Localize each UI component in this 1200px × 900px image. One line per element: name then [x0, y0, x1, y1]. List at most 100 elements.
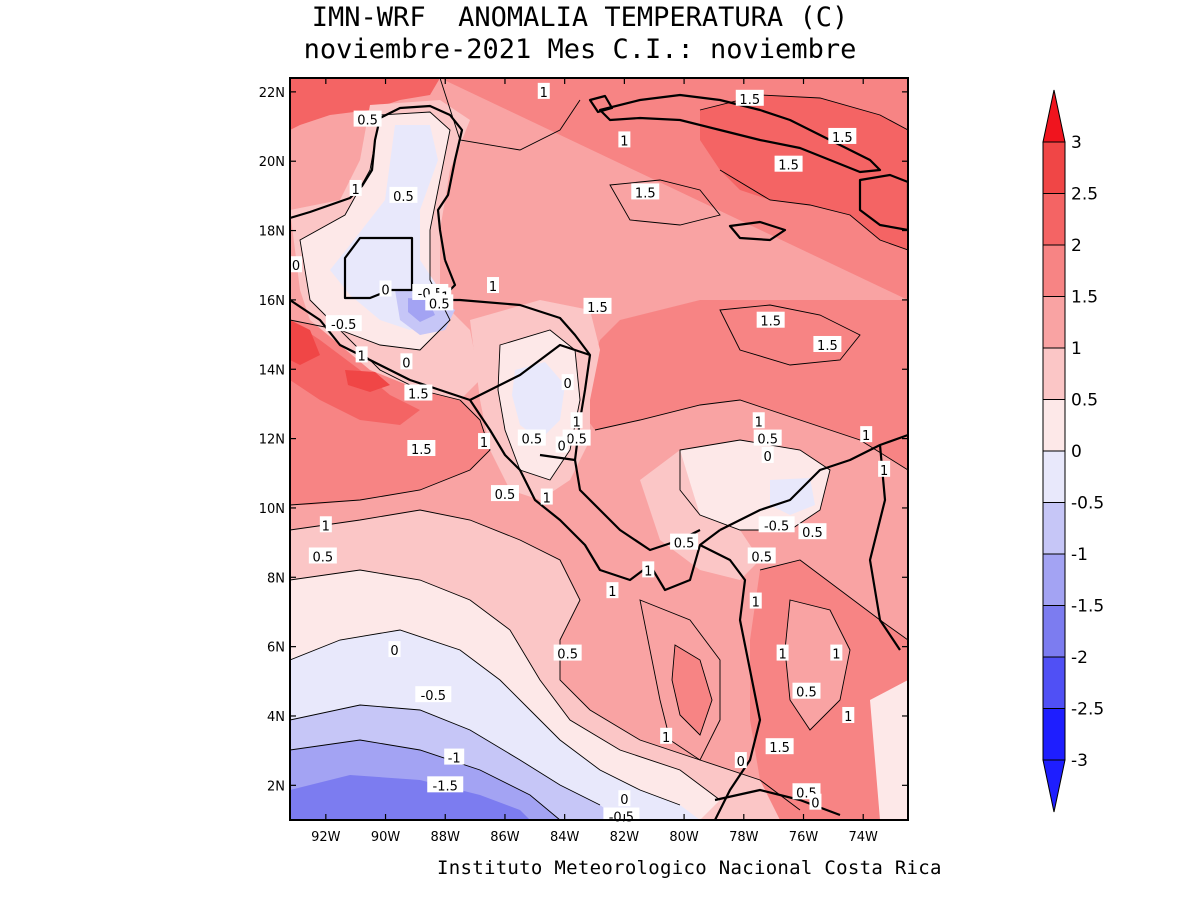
contour-label-bg: [606, 582, 619, 599]
colorbar-box: [1042, 193, 1066, 246]
lat-tick-label: 14N: [259, 363, 285, 378]
contour-label-bg: [388, 641, 401, 658]
lon-tick-label: 86W: [490, 830, 520, 845]
colorbar-box: [1042, 708, 1066, 761]
contour-label-bg: [878, 460, 891, 477]
contour-label: 1.5: [408, 388, 429, 403]
contour-label-bg: [734, 752, 747, 769]
contour-line: [290, 319, 461, 401]
band-0-0.5-east: [870, 680, 908, 820]
contour-label: 0: [402, 356, 410, 371]
contour-label: 1.5: [739, 93, 760, 108]
contour-line: [497, 329, 581, 481]
contour-line: [609, 179, 721, 226]
contour-label: 0: [737, 755, 745, 770]
colorbar-box: [1042, 347, 1066, 400]
lon-tick-label: 82W: [610, 830, 640, 845]
lon-tick-label: 84W: [550, 830, 580, 845]
colorbar-level-label: -1.5: [1071, 597, 1104, 617]
map-frame: [289, 77, 909, 821]
contour-label: 0.5: [393, 190, 414, 205]
contour-label: 1: [778, 648, 786, 663]
border-colombia-venezuela: [868, 444, 901, 651]
contour-label: 1: [352, 183, 360, 198]
coastlines-and-borders: [290, 93, 908, 820]
contour-label: 1: [480, 436, 488, 451]
contour-label: 1.5: [411, 443, 432, 458]
contour-line: [671, 644, 713, 736]
colorbar-box: [1042, 656, 1066, 709]
contour-label-bg: [735, 89, 764, 106]
map-subtitle: noviembre-2021 Mes C.I.: noviembre: [303, 34, 857, 65]
contour-label-bg: [860, 426, 873, 443]
contour-label-bg: [325, 315, 362, 332]
colorbar-level-label: -1: [1071, 545, 1088, 565]
contour-label-bg: [842, 706, 855, 723]
contour-label-bg: [642, 561, 655, 578]
lat-tick-label: 6N: [267, 641, 285, 656]
contour-label: 0.5: [521, 433, 542, 448]
colorbar-box: [1042, 605, 1066, 658]
contour-label: 1: [862, 429, 870, 444]
contour-label: 1: [644, 564, 652, 579]
contour-label-bg: [389, 186, 418, 203]
band-2-2.5-topleft: [290, 78, 440, 130]
contour-label: -1.5: [433, 779, 458, 794]
contour-line: [594, 399, 908, 471]
contour-label: 0: [764, 450, 772, 465]
contour-label-bg: [289, 256, 302, 273]
contour-label-bg: [555, 436, 568, 453]
contour-label-bg: [809, 793, 822, 810]
lat-tick-label: 12N: [259, 433, 285, 448]
contour-label: -0.5: [764, 519, 789, 534]
contour-label-bg: [319, 516, 332, 533]
contour-label: 0.5: [495, 488, 516, 503]
contour-label-bg: [487, 277, 500, 294]
lon-tick-label: 88W: [431, 830, 461, 845]
contour-label-bg: [765, 738, 794, 755]
contour-label-bg: [308, 547, 337, 564]
colorbar-box: [1042, 141, 1066, 194]
colorbar-level-label: -2.5: [1071, 700, 1104, 720]
coastline-isla-de-la-juventud: [588, 94, 614, 114]
contour-label: 1: [844, 710, 852, 725]
contour-label-bg: [670, 533, 699, 550]
contour-label: 0.5: [751, 550, 772, 565]
contour-label: 0: [620, 793, 628, 808]
contour-label: 1: [620, 134, 628, 149]
contour-label: 1: [752, 596, 760, 611]
contour-label-bg: [517, 429, 546, 446]
contour-label: 1.5: [635, 186, 656, 201]
colorbar-level-label: 1.5: [1071, 288, 1098, 308]
contour-label: 0: [558, 440, 566, 455]
latitude-axis: 2N 4N 6N 8N 10N 12N 14N 16N 18N 20N 22N: [259, 86, 908, 794]
contour-label: 0: [564, 377, 572, 392]
contour-label: 0.5: [429, 297, 450, 312]
contour-label: 1: [489, 280, 497, 295]
contour-label: 0: [381, 284, 389, 299]
contour-label-bg: [537, 82, 550, 99]
colorbar-level-label: -2: [1071, 648, 1088, 668]
contour-label: 1: [662, 731, 670, 746]
contour-label-bg: [353, 110, 382, 127]
contour-line: [290, 509, 801, 811]
colorbar-level-label: 0: [1071, 442, 1082, 462]
colorbar-box: [1042, 399, 1066, 452]
colorbar-level-label: 0.5: [1071, 391, 1098, 411]
contour-label-bg: [427, 776, 464, 793]
lat-tick-label: 16N: [259, 294, 285, 309]
contour-label-bg: [631, 183, 660, 200]
contour-label: 0.5: [566, 433, 587, 448]
contour-label-bg: [540, 488, 553, 505]
border-honduras-nicaragua: [469, 343, 591, 401]
contour-label: 1.5: [760, 315, 781, 330]
longitude-axis: 92W 90W 88W 86W 84W 82W 80W 78W 76W 74W: [311, 78, 878, 845]
coastline-central-america-caribbean: [438, 259, 701, 552]
contour-line: [639, 599, 721, 761]
colorbar-level-label: 3: [1071, 133, 1082, 153]
contour-label: 0.5: [802, 526, 823, 541]
contour-line: [719, 169, 908, 251]
contour-labels: 0.5 1 0.5 1 1.5 1.5 1 1.5 1.5 0 0 -0.5 1 0.5 1 1.5 1.5 1.…: [289, 82, 891, 826]
colorbar-level-label: 1: [1071, 339, 1082, 359]
